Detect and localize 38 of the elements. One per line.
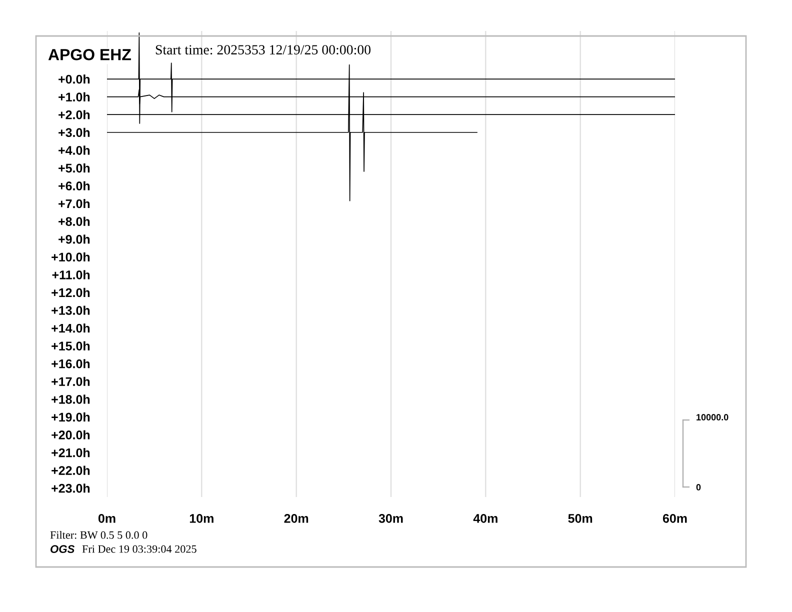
text: Filter: BW 0.5 5 0.0 0 bbox=[50, 530, 148, 539]
y-tick-label: +5.0h bbox=[58, 163, 90, 173]
text: 10000.0 bbox=[696, 414, 728, 420]
y-tick-label: +18.0h bbox=[52, 394, 90, 404]
text: Start time: 2025353 12/19/25 00:00:00 bbox=[156, 45, 371, 55]
text: 0 bbox=[696, 484, 701, 490]
y-tick-label: +21.0h bbox=[52, 448, 90, 458]
y-tick-label: +19.0h bbox=[52, 412, 90, 422]
y-tick-label: +17.0h bbox=[52, 376, 90, 386]
y-tick-label: +6.0h bbox=[58, 181, 90, 190]
x-tick-label: 0m bbox=[98, 514, 116, 523]
y-tick-label: +9.0h bbox=[58, 234, 90, 244]
y-tick-label: +3.0h bbox=[58, 128, 90, 138]
y-tick-label: +1.0h bbox=[58, 92, 90, 102]
x-tick-label: 20m bbox=[284, 514, 308, 523]
y-tick-label: +22.0h bbox=[52, 466, 90, 475]
y-tick-label: +23.0h bbox=[52, 484, 90, 493]
y-tick-label: +10.0h bbox=[52, 252, 90, 262]
y-tick-label: +4.0h bbox=[58, 146, 90, 155]
y-tick-label: +0.0h bbox=[58, 74, 90, 84]
y-tick-label: +7.0h bbox=[58, 198, 90, 208]
y-tick-label: +11.0h bbox=[52, 270, 90, 280]
x-tick-label: 40m bbox=[473, 514, 498, 523]
text: OGS bbox=[50, 545, 75, 553]
y-tick-label: +15.0h bbox=[52, 341, 90, 350]
text: APGO EHZ bbox=[48, 48, 131, 60]
y-tick-label: +14.0h bbox=[52, 324, 90, 333]
text: Fri Dec 19 03:39:04 2025 bbox=[82, 545, 196, 553]
y-tick-label: +13.0h bbox=[52, 306, 90, 315]
y-tick-label: +20.0h bbox=[52, 430, 90, 440]
x-tick-label: 10m bbox=[190, 514, 214, 523]
y-tick-label: +12.0h bbox=[52, 288, 90, 298]
x-tick-label: 50m bbox=[568, 514, 592, 523]
y-tick-label: +2.0h bbox=[58, 110, 90, 120]
y-tick-label: +16.0h bbox=[52, 359, 90, 368]
y-tick-label: +8.0h bbox=[58, 216, 90, 226]
x-tick-label: 30m bbox=[378, 514, 403, 523]
x-tick-label: 60m bbox=[662, 514, 687, 523]
